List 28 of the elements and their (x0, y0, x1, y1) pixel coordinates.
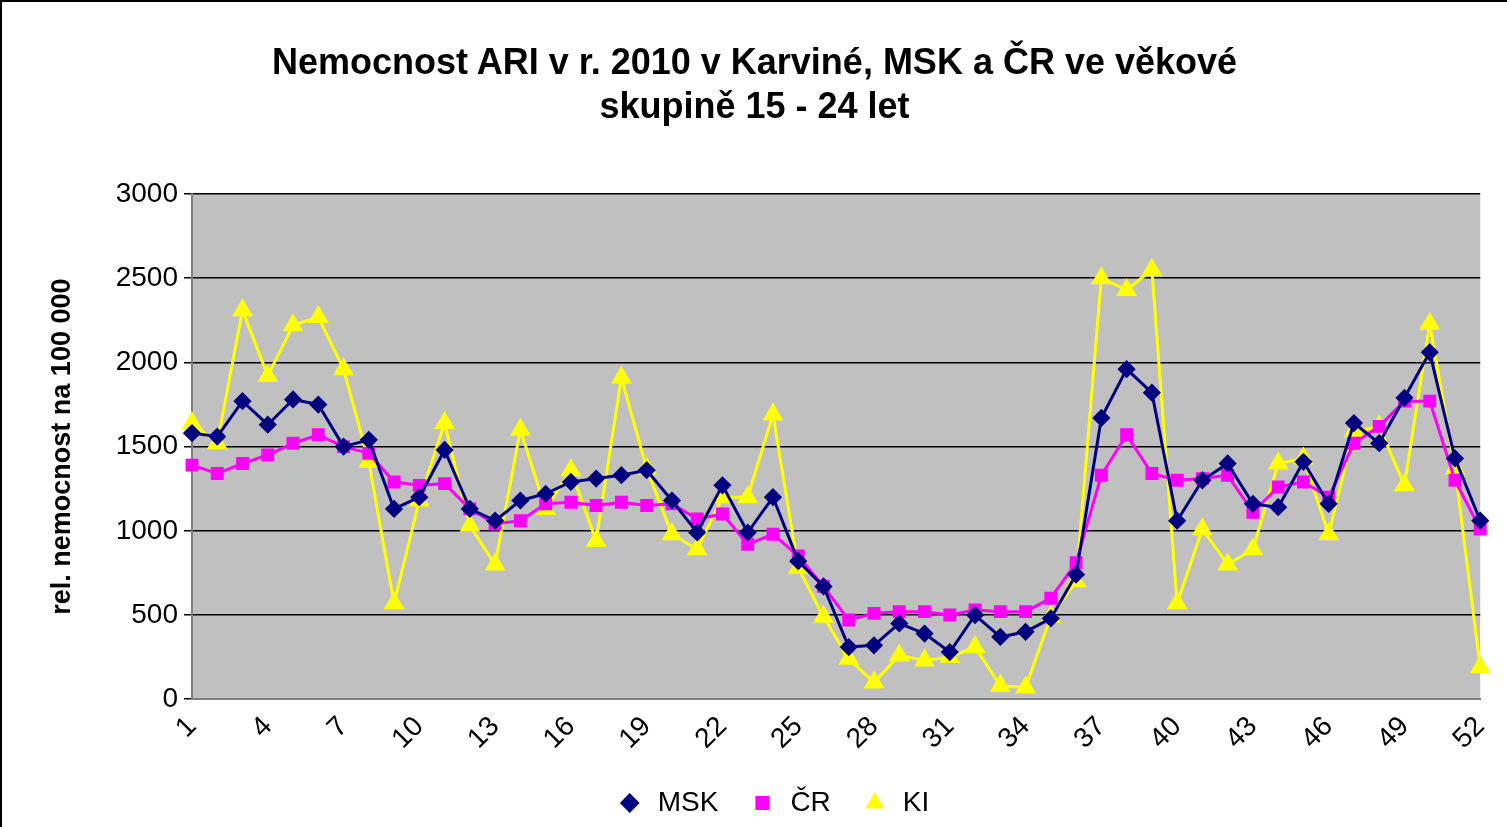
x-tick-label: 16 (536, 709, 581, 754)
x-tick-label: 52 (1445, 709, 1490, 754)
y-tick-label: 3000 (115, 176, 178, 208)
y-tick-label: 1000 (115, 513, 178, 545)
y-axis-title: rel. nemocnost na 100 000 (45, 278, 76, 615)
y-tick-label: 2000 (115, 345, 178, 377)
x-tick-label: 37 (1067, 709, 1112, 754)
legend-label: KI (902, 785, 930, 817)
x-tick-label: 28 (839, 709, 884, 754)
x-tick-label: 7 (320, 709, 354, 743)
x-tick-label: 46 (1294, 709, 1339, 754)
y-tick-label: 1500 (115, 429, 178, 461)
x-tick-label: 22 (688, 709, 733, 754)
x-tick-label: 13 (460, 709, 505, 754)
x-tick-label: 4 (244, 709, 278, 743)
x-tick-label: 43 (1218, 709, 1263, 754)
y-tick-label: 500 (131, 597, 178, 629)
x-tick-label: 25 (763, 709, 808, 754)
x-tick-label: 19 (612, 709, 657, 754)
legend-label: ČR (790, 785, 831, 817)
x-tick-label: 40 (1142, 709, 1187, 754)
x-tick-label: 31 (915, 709, 960, 754)
chart-title: Nemocnost ARI v r. 2010 v Karviné, MSK a ČR ve věkové skupině 15 - 24 let (270, 40, 1239, 128)
y-tick-label: 2500 (115, 260, 178, 292)
x-tick-label: 49 (1370, 709, 1415, 754)
legend-label: MSK (657, 785, 719, 817)
x-tick-label: 10 (385, 709, 430, 754)
x-tick-label: 34 (991, 709, 1036, 754)
